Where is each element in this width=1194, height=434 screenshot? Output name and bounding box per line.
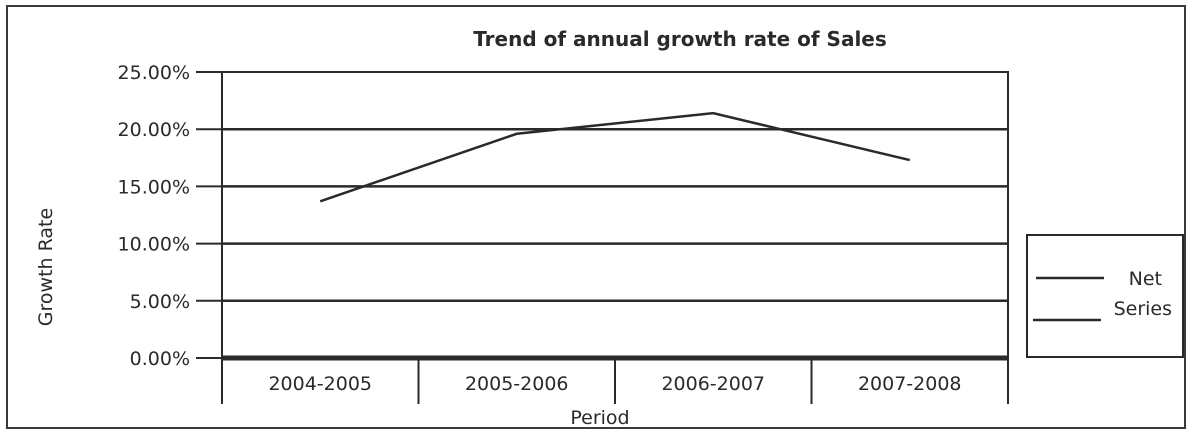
y-tick-label: 15.00% bbox=[118, 176, 190, 198]
y-tick-label: 10.00% bbox=[118, 234, 190, 256]
y-tick-label: 20.00% bbox=[118, 119, 190, 141]
legend-label-line-2: Series bbox=[1114, 298, 1172, 320]
legend-box bbox=[1026, 234, 1184, 358]
y-tick-label: 5.00% bbox=[130, 291, 190, 313]
x-axis-title: Period bbox=[570, 407, 629, 429]
data-points bbox=[320, 113, 910, 202]
y-tick-label: 0.00% bbox=[130, 348, 190, 370]
chart-title: Trend of annual growth rate of Sales bbox=[473, 27, 887, 51]
plot-area bbox=[221, 71, 1009, 359]
legend: Net Series bbox=[1026, 234, 1184, 358]
gridlines bbox=[222, 127, 1008, 303]
y-axis-title: Growth Rate bbox=[35, 208, 57, 326]
y-axis-ticks: 0.00% 5.00% 10.00% 15.00% 20.00% 25.00% bbox=[118, 62, 222, 370]
legend-label-line-1: Net bbox=[1129, 268, 1162, 290]
x-tick-label: 2006-2007 bbox=[661, 373, 765, 395]
y-tick-label: 25.00% bbox=[118, 62, 190, 84]
x-axis-ticks: 2004-2005 2005-2006 2006-2007 2007-2008 bbox=[221, 358, 1009, 404]
x-tick-label: 2005-2006 bbox=[465, 373, 569, 395]
x-tick-label: 2007-2008 bbox=[858, 373, 962, 395]
series-line-net-series bbox=[319, 111, 911, 203]
x-tick-label: 2004-2005 bbox=[268, 373, 372, 395]
